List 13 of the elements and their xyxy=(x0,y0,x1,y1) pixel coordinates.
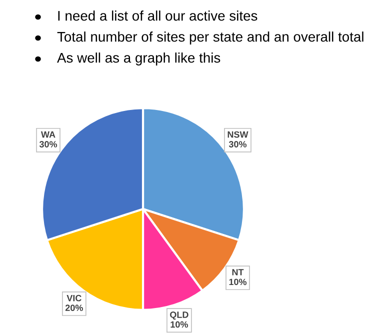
data-label: 30% xyxy=(228,141,247,148)
text: Total number of sites per state and an overall total xyxy=(57,32,364,44)
data-label: 20% xyxy=(65,304,83,312)
slice-label: QLD xyxy=(170,312,188,320)
data-label: 10% xyxy=(229,278,247,286)
slice-label: VIC xyxy=(66,294,82,302)
text: As well as a graph like this xyxy=(57,52,220,66)
data-label: 10% xyxy=(170,321,188,328)
data-label: 30% xyxy=(39,141,58,148)
slice-label: NT xyxy=(232,269,244,276)
slice-label: WA xyxy=(40,131,56,138)
slice-label: NSW xyxy=(228,131,248,138)
text: I need a list of all our active sites xyxy=(58,10,258,21)
